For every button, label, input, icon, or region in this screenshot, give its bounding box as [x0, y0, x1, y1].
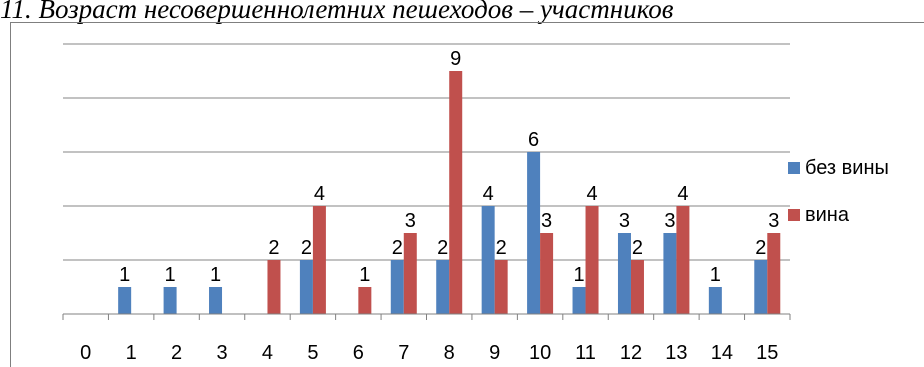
- data-label-vina: 3: [768, 210, 779, 232]
- bar-vina: [312, 206, 326, 314]
- data-label-bez-viny: 2: [755, 237, 766, 259]
- chart-title: 11. Возраст несовершеннолетних пешеходов…: [0, 0, 674, 24]
- legend: без вины вина: [788, 157, 889, 226]
- legend-label: без вины: [805, 157, 889, 179]
- x-tick-label: 7: [398, 342, 409, 364]
- data-label-vina: 2: [632, 237, 643, 259]
- bar-vina: [358, 287, 372, 314]
- bar-vina: [767, 233, 781, 314]
- data-label-bez-viny: 3: [619, 210, 630, 232]
- bar-vina: [585, 206, 599, 314]
- x-tick-label: 10: [529, 342, 551, 364]
- data-label-bez-viny: 1: [119, 264, 130, 286]
- bar-bez-viny: [617, 233, 631, 314]
- x-tick-label: 6: [353, 342, 364, 364]
- x-tick-label: 1: [126, 342, 137, 364]
- data-label-bez-viny: 1: [210, 264, 221, 286]
- bar-vina: [540, 233, 554, 314]
- bar-vina: [403, 233, 417, 314]
- bar-bez-viny: [708, 287, 722, 314]
- data-label-bez-viny: 1: [573, 264, 584, 286]
- bar-vina: [630, 260, 644, 314]
- x-tick-label: 0: [80, 342, 91, 364]
- bar-bez-viny: [663, 233, 677, 314]
- data-label-bez-viny: 4: [483, 183, 494, 205]
- bar-bez-viny: [118, 287, 132, 314]
- x-tick-label: 5: [307, 342, 318, 364]
- bar-bez-viny: [390, 260, 404, 314]
- legend-swatch: [788, 162, 800, 174]
- bar-bez-viny: [572, 287, 586, 314]
- data-label-bez-viny: 2: [301, 237, 312, 259]
- data-label-bez-viny: 3: [664, 210, 675, 232]
- x-tick-label: 12: [620, 342, 642, 364]
- x-tick-label: 11: [575, 342, 596, 364]
- data-label-bez-viny: 1: [710, 264, 721, 286]
- x-tick-label: 3: [216, 342, 227, 364]
- chart-frame: [10, 22, 924, 367]
- bar-bez-viny: [527, 152, 541, 314]
- x-tick-label: 9: [489, 342, 500, 364]
- data-label-vina: 4: [586, 183, 597, 205]
- bar-vina: [494, 260, 508, 314]
- data-label-vina: 3: [405, 210, 416, 232]
- bar-vina: [267, 260, 281, 314]
- bar-bez-viny: [163, 287, 177, 314]
- x-tick-label: 14: [711, 342, 733, 364]
- bar-bez-viny: [754, 260, 768, 314]
- data-label-bez-viny: 2: [392, 237, 403, 259]
- bar-vina: [676, 206, 690, 314]
- bar-bez-viny: [209, 287, 223, 314]
- bars: [118, 71, 781, 314]
- bar-vina: [449, 71, 463, 314]
- data-label-vina: 3: [541, 210, 552, 232]
- x-axis: 0 1 2 3 4 5 6 7 8 9 10 11 12 13 14 15: [62, 313, 791, 364]
- x-tick-label: 8: [444, 342, 455, 364]
- x-tick-label: 2: [171, 342, 182, 364]
- x-tick-label: 15: [756, 342, 778, 364]
- data-label-vina: 9: [450, 48, 461, 70]
- bar-bez-viny: [299, 260, 313, 314]
- legend-label: вина: [805, 204, 850, 226]
- data-label-vina: 4: [677, 183, 688, 205]
- bar-bez-viny: [481, 206, 495, 314]
- bar-bez-viny: [436, 260, 450, 314]
- x-tick-label: 13: [665, 342, 687, 364]
- x-tick-label: 4: [262, 342, 273, 364]
- legend-swatch: [788, 209, 800, 221]
- data-label-vina: 2: [496, 237, 507, 259]
- data-label-bez-viny: 6: [528, 129, 539, 151]
- data-label-vina: 2: [268, 237, 279, 259]
- data-label-bez-viny: 2: [437, 237, 448, 259]
- data-label-vina: 1: [359, 264, 370, 286]
- data-label-vina: 4: [314, 183, 325, 205]
- data-label-bez-viny: 1: [165, 264, 176, 286]
